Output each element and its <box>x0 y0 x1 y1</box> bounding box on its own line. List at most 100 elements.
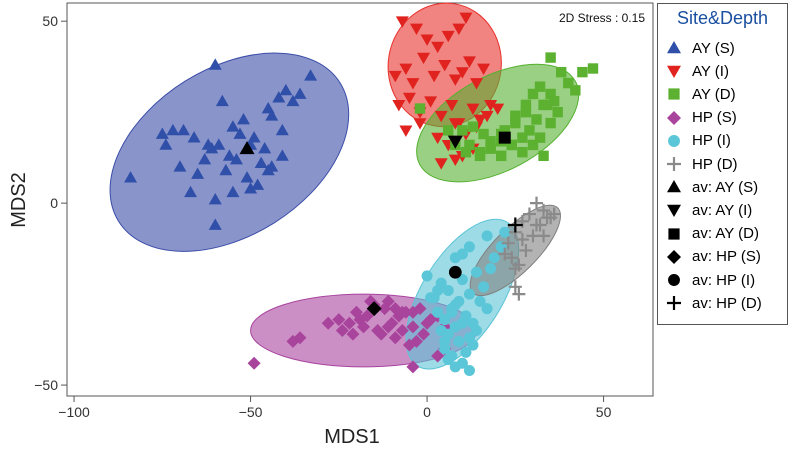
point-ay-s <box>166 123 180 136</box>
point-hp-i <box>481 230 493 242</box>
point-ay-s <box>286 94 300 107</box>
point-ay-d <box>524 125 535 136</box>
legend-marker-icon <box>668 274 680 286</box>
y-tick-label: 50 <box>42 13 58 29</box>
point-hp-i <box>446 306 458 318</box>
point-hp-s <box>395 324 409 337</box>
legend-marker <box>668 88 680 100</box>
point-ay-i <box>455 67 469 79</box>
point-ay-s <box>229 152 243 165</box>
data-points <box>124 12 599 377</box>
legend-marker-icon <box>668 88 680 100</box>
point-ay-i <box>448 154 462 166</box>
point-ay-s <box>237 112 251 125</box>
point-ay-i <box>409 23 423 35</box>
point-hp-i <box>463 241 475 253</box>
point-hp-d <box>508 262 522 276</box>
point-ay-s <box>272 91 286 103</box>
point-ay-i <box>462 56 476 68</box>
legend-item-hp-d: HP (D) <box>664 153 738 175</box>
point-hp-s <box>335 324 349 337</box>
point-ay-s <box>208 58 222 70</box>
point-ay-s <box>222 149 236 161</box>
point-av-hp-d <box>507 217 523 233</box>
point-ay-d <box>556 66 567 78</box>
point-ay-d <box>545 52 556 63</box>
point-hp-d <box>508 280 522 294</box>
legend-label: av: HP (D) <box>692 294 762 312</box>
point-hp-i <box>470 324 483 337</box>
point-hp-i <box>432 284 444 296</box>
point-hp-d <box>522 207 536 221</box>
point-ay-i <box>388 70 402 83</box>
y-tick-label: 0 <box>50 195 58 211</box>
legend-marker-icon <box>667 249 681 264</box>
point-hp-d <box>505 251 519 265</box>
legend-marker-icon <box>667 205 681 218</box>
point-ay-s <box>176 123 190 136</box>
point-av-ay-i <box>447 135 463 149</box>
legend-marker-icon <box>667 296 681 311</box>
point-ay-d <box>545 117 556 129</box>
point-ay-i <box>399 63 413 75</box>
point-hp-s <box>388 331 402 345</box>
point-ay-d <box>563 77 574 89</box>
point-ay-d <box>510 110 521 122</box>
point-ay-i <box>402 92 416 105</box>
legend-marker-icon <box>667 65 681 79</box>
point-ay-i <box>438 59 452 72</box>
point-ay-d <box>443 125 454 136</box>
legend-label: HP (S) <box>692 109 737 127</box>
point-ay-i <box>431 132 445 145</box>
point-av-ay-d <box>498 131 511 144</box>
point-hp-s <box>431 349 445 363</box>
legend-item-hp-i: HP (I) <box>664 130 731 152</box>
point-ay-i <box>441 30 455 43</box>
legend-marker <box>668 274 680 286</box>
point-ay-s <box>205 142 219 154</box>
point-ay-i <box>480 110 494 123</box>
point-hp-i <box>425 292 437 304</box>
point-hp-i <box>439 335 451 347</box>
point-ay-s <box>304 69 318 81</box>
point-ay-i <box>427 70 441 83</box>
legend-marker-icon <box>668 134 680 147</box>
point-ay-s <box>219 163 233 176</box>
point-hp-i <box>421 270 433 282</box>
legend-item-hp-s: HP (S) <box>664 107 737 129</box>
point-ay-s <box>244 182 258 194</box>
point-hp-s <box>247 356 261 370</box>
point-hp-s <box>332 313 346 327</box>
point-ay-d <box>538 150 549 162</box>
point-ay-d <box>570 85 581 96</box>
point-hp-i <box>439 314 451 326</box>
point-ay-s <box>173 160 187 172</box>
point-av-hp-s <box>366 301 382 317</box>
point-hp-s <box>406 360 420 374</box>
point-ay-d <box>548 96 560 107</box>
point-ay-i <box>473 114 487 126</box>
point-hp-i <box>456 317 468 329</box>
point-ay-i <box>392 100 406 112</box>
point-ay-i <box>448 118 462 130</box>
legend-item-ay-d: AY (D) <box>664 83 736 105</box>
point-ay-s <box>208 193 222 205</box>
point-hp-i <box>453 295 465 307</box>
point-hp-i <box>467 339 479 351</box>
legend-label: av: AY (D) <box>692 225 759 243</box>
point-hp-i <box>481 303 493 315</box>
point-ay-s <box>208 218 222 230</box>
point-ay-d <box>534 132 546 143</box>
point-ay-d <box>520 106 532 118</box>
point-hp-s <box>321 316 335 330</box>
point-ay-i <box>434 110 448 123</box>
point-ay-s <box>293 87 307 99</box>
y-tick-label: −50 <box>34 377 58 393</box>
point-ay-s <box>233 127 247 139</box>
x-axis-title: MDS1 <box>324 426 380 448</box>
point-ay-d <box>527 139 539 151</box>
point-ay-d <box>496 150 507 162</box>
legend-marker <box>667 110 681 125</box>
